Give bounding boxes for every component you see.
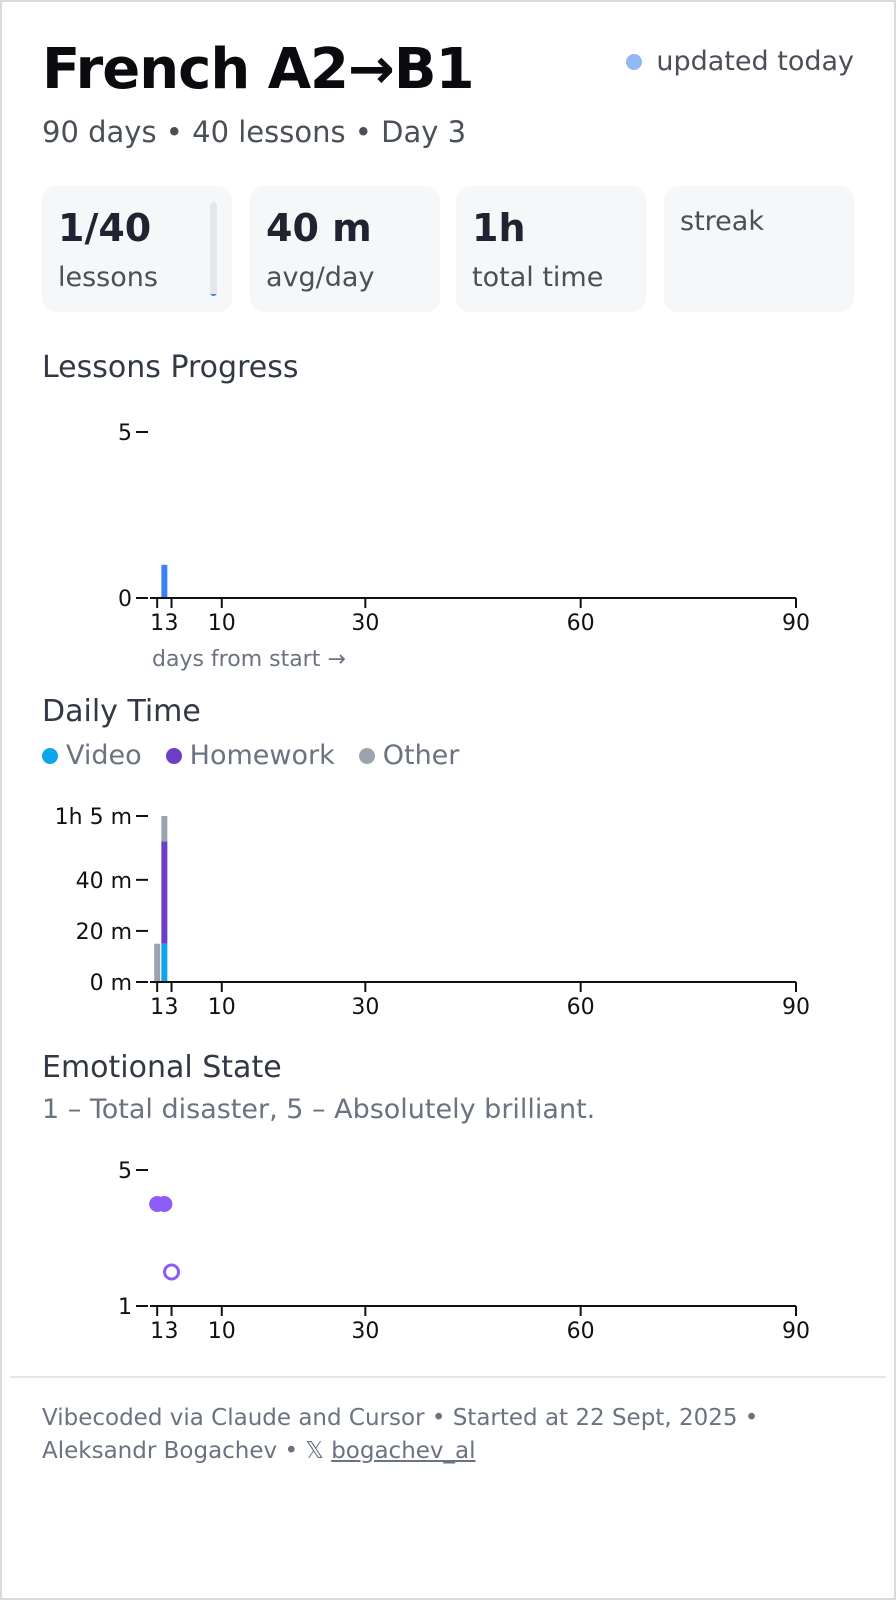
page-title: French A2→B1 xyxy=(42,37,475,102)
legend-item-homework: Homework xyxy=(165,740,335,771)
emo-x-tick-label: 60 xyxy=(567,1319,595,1344)
lessons-y-tick-label: 5 xyxy=(118,421,132,446)
emo-x-tick-label: 3 xyxy=(165,1319,179,1344)
emotional-state-description: 1 – Total disaster, 5 – Absolutely brill… xyxy=(42,1094,596,1125)
streak-stat-card: streak xyxy=(664,186,854,312)
daily-x-tick-label: 3 xyxy=(165,995,179,1020)
lessons-x-axis-label: days from start → xyxy=(152,647,346,672)
total-value: 1h xyxy=(472,206,526,250)
lessons-value: 1/40 xyxy=(58,206,152,250)
x-logo-icon: 𝕏 xyxy=(305,1438,324,1464)
total-label: total time xyxy=(472,262,604,293)
legend-label-other: Other xyxy=(382,740,460,771)
lessons-x-tick-label: 60 xyxy=(567,611,595,636)
avg-label: avg/day xyxy=(266,262,375,293)
legend-dot-other xyxy=(358,747,375,764)
lessons-stat-card: 1/40 lessons xyxy=(42,186,232,312)
daily-time-chart: 0 m 20 m 40 m 1h 5 m 1 3 10 30 60 90 xyxy=(55,805,810,1020)
emo-x-tick-label: 90 xyxy=(782,1319,810,1344)
daily-time-legend: Video Homework Other xyxy=(42,740,483,771)
daily-time-title: Daily Time xyxy=(42,694,201,729)
emotional-state-chart: 151 3 10 30 60 90 xyxy=(118,1159,810,1344)
lessons-label: lessons xyxy=(58,262,158,293)
legend-label-homework: Homework xyxy=(189,740,335,771)
daily-y-tick-label: 1h 5 m xyxy=(55,805,132,830)
daily-x-tick-label: 1 xyxy=(150,995,164,1020)
lessons-y-tick-label: 0 xyxy=(118,587,132,612)
avg-stat-card: 40 m avg/day xyxy=(250,186,440,312)
footer-text: Vibecoded via Claude and Cursor • Starte… xyxy=(42,1405,759,1464)
daily-x-tick-label: 60 xyxy=(567,995,595,1020)
total-stat-card: 1h total time xyxy=(456,186,646,312)
lessons-progress-bar xyxy=(210,202,217,296)
lessons-x-tick-label: 90 xyxy=(782,611,810,636)
lessons-bar xyxy=(161,564,168,598)
daily-bar-video xyxy=(161,943,168,982)
page-subtitle: 90 days • 40 lessons • Day 3 xyxy=(42,115,467,149)
lessons-progress-title: Lessons Progress xyxy=(42,350,299,385)
footer-divider xyxy=(10,1376,886,1378)
emo-x-tick-label: 10 xyxy=(208,1319,236,1344)
footer: Vibecoded via Claude and Cursor • Starte… xyxy=(42,1402,802,1468)
emo-y-tick-label: 1 xyxy=(118,1295,132,1320)
daily-y-tick-label: 0 m xyxy=(90,971,132,996)
emo-y-tick-label: 5 xyxy=(118,1159,132,1184)
emo-x-tick-label: 30 xyxy=(351,1319,379,1344)
status-dot-icon xyxy=(626,54,643,70)
lessons-progress-chart: 0 5 1 3 10 30 60 90 days from start → xyxy=(118,421,810,672)
daily-x-tick-label: 30 xyxy=(351,995,379,1020)
avg-value: 40 m xyxy=(266,206,372,250)
emo-x-tick-label: 1 xyxy=(150,1319,164,1344)
daily-bar-other xyxy=(154,943,161,982)
daily-x-tick-label: 90 xyxy=(782,995,810,1020)
lessons-x-tick-label: 1 xyxy=(150,611,164,636)
lessons-x-tick-label: 30 xyxy=(351,611,379,636)
emo-point xyxy=(156,1196,173,1212)
legend-dot-homework xyxy=(165,747,182,764)
streak-label: streak xyxy=(680,206,764,237)
lessons-x-tick-label: 10 xyxy=(208,611,236,636)
emo-point-open xyxy=(163,1263,181,1281)
update-status: updated today xyxy=(626,44,854,80)
status-text: updated today xyxy=(656,46,854,77)
daily-y-tick-label: 20 m xyxy=(76,920,132,945)
daily-x-tick-label: 10 xyxy=(208,995,236,1020)
legend-item-other: Other xyxy=(358,740,460,771)
legend-item-video: Video xyxy=(42,740,142,771)
daily-bar-homework xyxy=(161,841,168,944)
lessons-progress-fill xyxy=(210,293,217,296)
emotional-state-title: Emotional State xyxy=(42,1050,282,1085)
lessons-x-tick-label: 3 xyxy=(165,611,179,636)
twitter-handle-link[interactable]: bogachev_al xyxy=(331,1438,476,1464)
daily-bar-other xyxy=(161,816,168,842)
daily-y-tick-label: 40 m xyxy=(76,869,132,894)
legend-dot-video xyxy=(42,747,58,764)
legend-label-video: Video xyxy=(66,740,142,771)
